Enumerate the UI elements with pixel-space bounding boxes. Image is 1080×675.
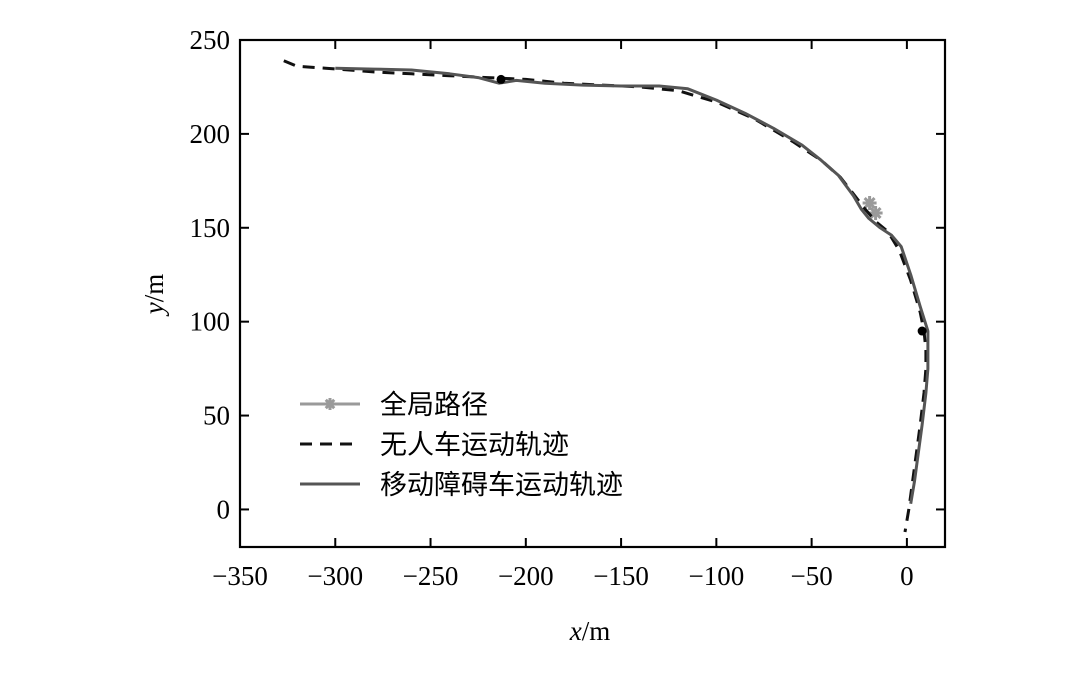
- legend-item: 移动障碍车运动轨迹: [300, 470, 623, 501]
- y-tick-label: 150: [190, 213, 231, 243]
- legend-label: 无人车运动轨迹: [380, 430, 569, 461]
- series-point-marker: [917, 326, 927, 336]
- ticks-layer: −350 −300 −250 −200 −150 −100 −50 0 0 50 100 150 200…: [190, 25, 945, 591]
- legend-item: 全局路径: [300, 390, 488, 421]
- x-axis-label: x/m: [569, 616, 611, 646]
- series-layer: [283, 59, 930, 533]
- y-axis-label: y/m: [139, 274, 169, 318]
- series-point-marker: [496, 74, 506, 84]
- x-tick-label: −100: [688, 561, 744, 591]
- x-tick-label: −200: [498, 561, 554, 591]
- plot-frame: [238, 38, 947, 549]
- x-tick-label: 0: [900, 561, 914, 591]
- legend-item: 无人车运动轨迹: [300, 430, 569, 461]
- legend-label: 移动障碍车运动轨迹: [380, 470, 623, 501]
- y-tick-label: 250: [190, 25, 231, 55]
- x-tick-label: −300: [307, 561, 363, 591]
- y-tick-label: 0: [217, 494, 231, 524]
- x-tick-label: −250: [403, 561, 459, 591]
- y-tick-label: 200: [190, 119, 231, 149]
- y-tick-label: 50: [203, 401, 230, 431]
- series-point-global-path: [868, 206, 883, 220]
- legend-label: 全局路径: [380, 390, 488, 421]
- y-tick-label: 100: [190, 307, 231, 337]
- series-line-obstacle: [335, 66, 930, 505]
- series-line-ugv: [283, 59, 928, 533]
- x-tick-label: −50: [791, 561, 833, 591]
- x-tick-label: −150: [593, 561, 649, 591]
- x-tick-label: −350: [212, 561, 268, 591]
- series-point-global-path: [862, 196, 877, 210]
- legend-star-icon: [324, 398, 336, 410]
